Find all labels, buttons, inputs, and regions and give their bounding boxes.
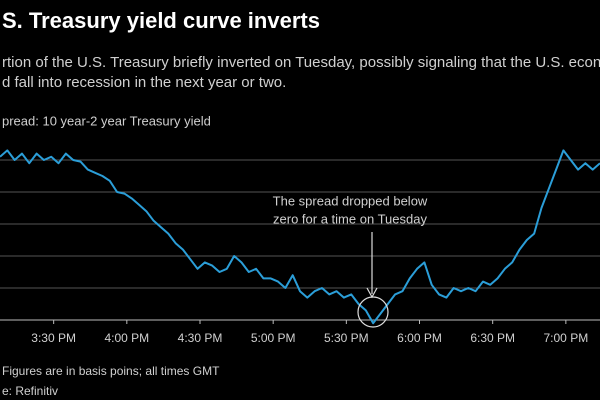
subtitle: rtion of the U.S. Treasury briefly inver…: [2, 54, 600, 71]
footer: e: Refinitiv: [2, 384, 58, 398]
annotation: zero for a time on Tuesday: [273, 211, 427, 226]
annotation: The spread dropped below: [273, 193, 428, 208]
highlight-circle: [357, 296, 389, 328]
subtitle: d fall into recession in the next year o…: [2, 74, 286, 91]
footer: Figures are in basis poins; all times GM…: [2, 364, 220, 378]
x-tick-label: 6:00 PM: [397, 331, 442, 345]
legend-label: pread: 10 year-2 year Treasury yield: [2, 113, 211, 128]
x-tick-label: 3:30 PM: [31, 331, 76, 345]
x-tick-label: 5:30 PM: [324, 331, 369, 345]
chart-title: S. Treasury yield curve inverts: [2, 8, 320, 33]
x-tick-label: 5:00 PM: [251, 331, 296, 345]
x-tick-label: 4:00 PM: [104, 331, 149, 345]
x-tick-label: 7:00 PM: [544, 331, 589, 345]
x-tick-label: 6:30 PM: [470, 331, 515, 345]
x-tick-label: 4:30 PM: [178, 331, 223, 345]
data-line: [0, 149, 600, 325]
